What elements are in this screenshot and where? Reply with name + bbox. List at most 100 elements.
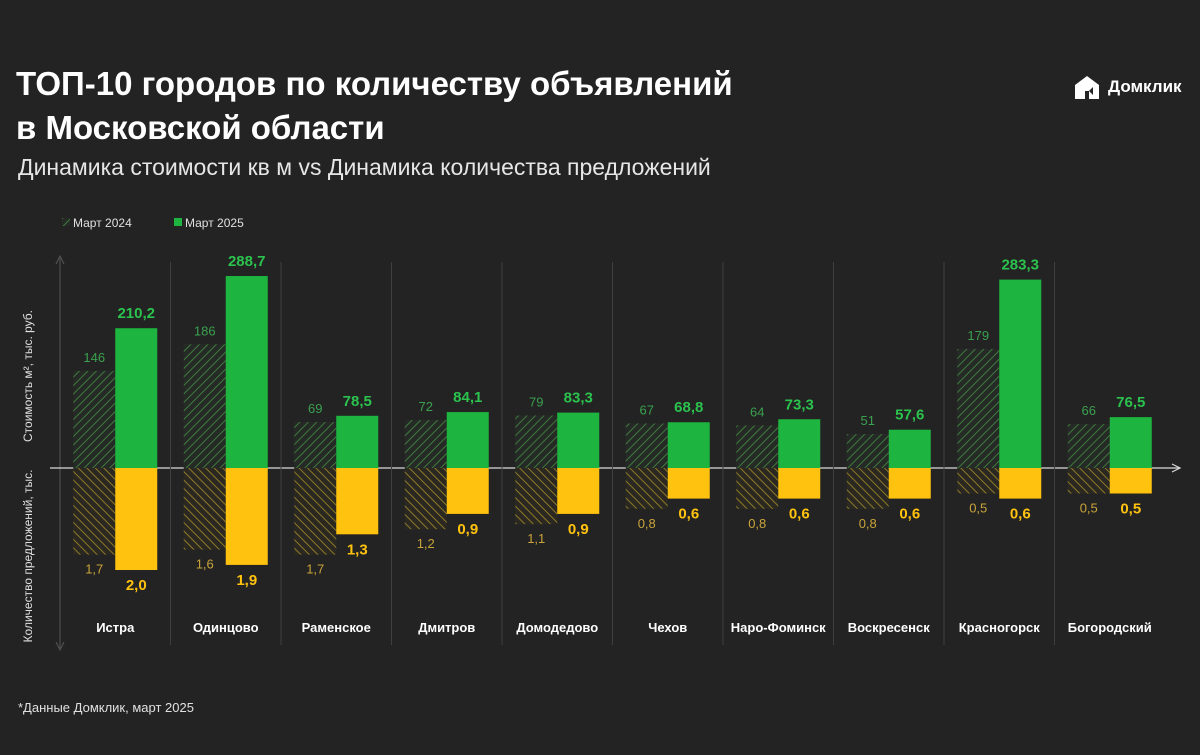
data-label-offers-2024: 0,8 <box>859 516 877 531</box>
bar-offers-2024 <box>183 468 226 550</box>
bar-offers-2025 <box>667 468 710 499</box>
data-label-price-2025: 57,6 <box>895 407 924 424</box>
bar-price-2024 <box>515 415 558 468</box>
bar-price-2024 <box>294 422 337 468</box>
data-label-price-2025: 83,3 <box>564 390 593 407</box>
data-label-price-2024: 51 <box>861 413 875 428</box>
legend-swatch-2025 <box>174 218 182 226</box>
bar-offers-2025 <box>336 468 379 535</box>
category-label: Красногорск <box>959 620 1040 635</box>
bar-price-2025 <box>225 276 268 468</box>
bar-price-2024 <box>1067 424 1110 468</box>
legend-swatch-2024 <box>62 218 70 226</box>
bar-offers-2024 <box>294 468 337 555</box>
data-label-offers-2025: 0,6 <box>1010 506 1031 523</box>
bar-price-2025 <box>667 422 710 468</box>
y-axis-label-offers: Количество предложений, тыс. <box>21 470 35 643</box>
bar-price-2025 <box>336 415 379 468</box>
data-label-price-2025: 76,5 <box>1116 394 1145 411</box>
bar-offers-2024 <box>73 468 116 555</box>
bar-offers-2025 <box>446 468 489 514</box>
bar-offers-2025 <box>778 468 821 499</box>
domclick-logo: Домклик <box>1072 72 1182 102</box>
data-label-price-2025: 283,3 <box>1001 257 1039 274</box>
data-label-price-2024: 146 <box>83 350 105 365</box>
category-label: Одинцово <box>193 620 259 635</box>
category-label: Воскресенск <box>848 620 930 635</box>
data-label-price-2024: 72 <box>419 399 433 414</box>
category-label: Дмитров <box>418 620 475 635</box>
data-label-price-2025: 84,1 <box>453 389 482 406</box>
footnote: *Данные Домклик, март 2025 <box>18 700 194 715</box>
data-label-offers-2024: 0,5 <box>1080 501 1098 516</box>
bar-price-2024 <box>957 348 1000 468</box>
data-label-price-2025: 288,7 <box>228 253 266 270</box>
data-label-price-2024: 64 <box>750 404 764 419</box>
legend-label-2024: Март 2024 <box>73 216 132 230</box>
data-label-offers-2024: 0,5 <box>969 501 987 516</box>
bar-offers-2025 <box>1109 468 1152 494</box>
bar-offers-2024 <box>957 468 1000 494</box>
data-label-offers-2024: 0,8 <box>748 516 766 531</box>
data-label-offers-2024: 1,7 <box>85 562 103 577</box>
bar-price-2024 <box>73 370 116 468</box>
bar-price-2024 <box>404 420 447 468</box>
bar-price-2024 <box>625 423 668 468</box>
data-label-offers-2025: 0,5 <box>1120 501 1141 518</box>
bar-offers-2025 <box>557 468 600 514</box>
data-label-offers-2024: 0,8 <box>638 516 656 531</box>
data-label-price-2025: 210,2 <box>117 305 155 322</box>
data-label-offers-2025: 0,9 <box>568 521 589 538</box>
bar-offers-2024 <box>515 468 558 525</box>
chart-title-line1: ТОП-10 городов по количеству объявлений <box>16 65 733 102</box>
logo-text: Домклик <box>1108 77 1182 96</box>
data-label-offers-2025: 2,0 <box>126 577 147 594</box>
data-label-offers-2024: 1,6 <box>196 557 214 572</box>
data-label-offers-2024: 1,1 <box>527 531 545 546</box>
chart-subtitle: Динамика стоимости кв м vs Динамика коли… <box>18 154 711 180</box>
bar-offers-2025 <box>888 468 931 499</box>
data-label-price-2025: 73,3 <box>785 396 814 413</box>
bar-price-2025 <box>888 429 931 468</box>
bar-price-2024 <box>846 434 889 468</box>
chart-title-line2: в Московской области <box>16 109 385 146</box>
bar-price-2024 <box>736 425 779 468</box>
bar-price-2025 <box>999 279 1042 468</box>
category-label: Наро-Фоминск <box>731 620 826 635</box>
chart-title: ТОП-10 городов по количеству объявлений … <box>16 62 876 150</box>
data-label-offers-2025: 1,3 <box>347 541 368 558</box>
data-label-price-2025: 68,8 <box>674 399 703 416</box>
category-label: Богородский <box>1068 620 1152 635</box>
bar-price-2025 <box>557 412 600 468</box>
y-axis-arrow-up <box>55 254 65 265</box>
bar-offers-2025 <box>115 468 158 570</box>
data-label-offers-2025: 0,6 <box>678 506 699 523</box>
data-label-price-2024: 69 <box>308 401 322 416</box>
data-label-offers-2024: 1,7 <box>306 562 324 577</box>
y-axis-label-price: Стоимость м², тыс. руб. <box>21 310 35 442</box>
bar-price-2025 <box>446 412 489 468</box>
data-label-offers-2025: 1,9 <box>236 572 257 589</box>
data-label-price-2024: 67 <box>640 402 654 417</box>
legend-label-2025: Март 2025 <box>185 216 244 230</box>
bar-price-2025 <box>115 328 158 468</box>
bar-offers-2025 <box>225 468 268 565</box>
bar-offers-2024 <box>736 468 779 509</box>
data-label-price-2024: 179 <box>967 328 989 343</box>
bar-offers-2024 <box>404 468 447 530</box>
zero-line-arrow <box>1171 463 1182 473</box>
data-label-price-2024: 66 <box>1082 403 1096 418</box>
bar-offers-2025 <box>999 468 1042 499</box>
data-label-offers-2025: 0,6 <box>789 506 810 523</box>
bar-price-2025 <box>778 419 821 468</box>
data-label-offers-2025: 0,6 <box>899 506 920 523</box>
data-label-price-2024: 186 <box>194 323 216 338</box>
y-axis-arrow-down <box>55 641 65 652</box>
bar-price-2025 <box>1109 417 1152 468</box>
data-label-offers-2024: 1,2 <box>417 536 435 551</box>
category-label: Истра <box>96 620 135 635</box>
domclick-house-icon <box>1075 76 1099 99</box>
category-label: Раменское <box>302 620 371 635</box>
bar-offers-2024 <box>1067 468 1110 494</box>
